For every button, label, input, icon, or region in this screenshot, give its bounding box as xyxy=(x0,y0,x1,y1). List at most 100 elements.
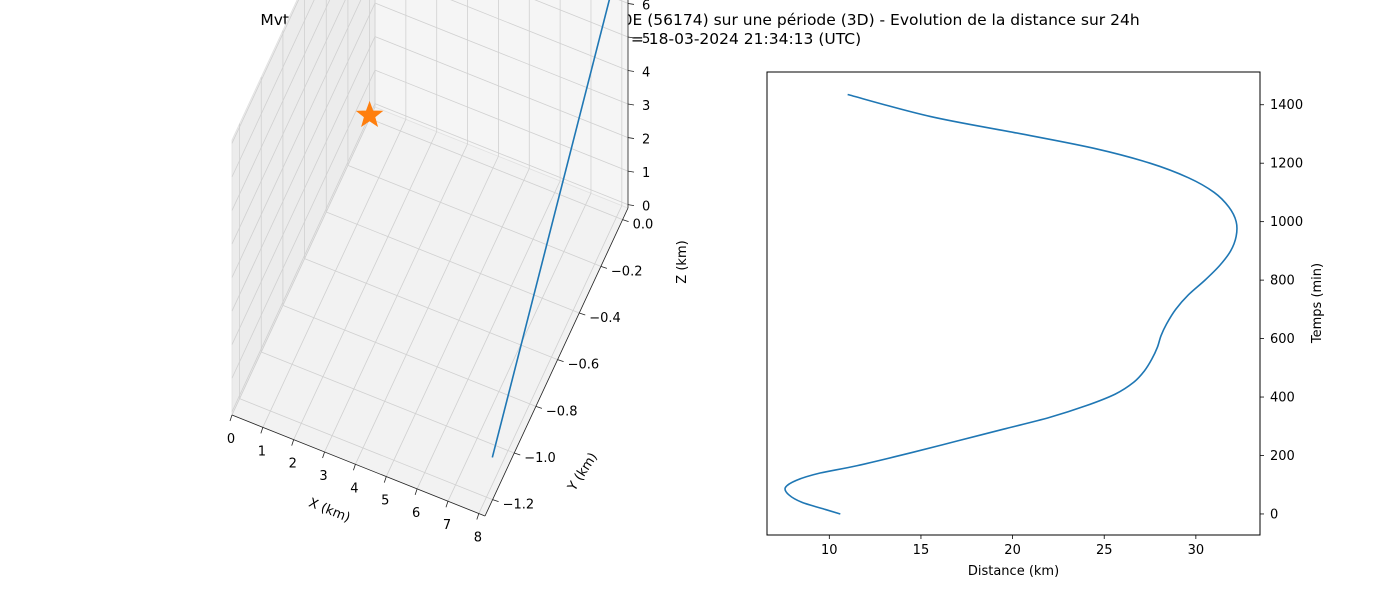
y-tick-label: −0.2 xyxy=(611,264,643,279)
x-tick-label: 5 xyxy=(381,494,389,509)
y-tick-label: 600 xyxy=(1270,332,1295,347)
y-tick-label: 0.0 xyxy=(633,218,654,233)
gridline xyxy=(534,0,629,38)
z-axis-label-3d: Z (km) xyxy=(675,240,690,283)
y-tick-label: 400 xyxy=(1270,391,1295,406)
z-tick-label: 1 xyxy=(642,166,650,181)
y-tick xyxy=(622,219,629,223)
x-tick-label: 25 xyxy=(1096,543,1113,558)
gridline xyxy=(374,36,629,138)
gridline xyxy=(416,180,561,490)
series-group-2d xyxy=(784,93,1238,515)
z-tick-label: 5 xyxy=(642,32,650,47)
y-axis-line xyxy=(484,207,629,517)
gridline xyxy=(374,69,629,172)
gridline xyxy=(231,106,376,416)
x-tick xyxy=(353,464,356,471)
gridline xyxy=(293,131,438,440)
y-tick-label: −1.2 xyxy=(503,498,535,513)
z-tick xyxy=(627,3,635,5)
x-tick-label: 6 xyxy=(412,506,420,521)
y-tick-label: 0 xyxy=(1270,507,1278,522)
z-tick-label: 2 xyxy=(642,133,650,148)
tick-group: 0 1 2 3 4 5 6 7 8 −1.2 −1.0 −0.8 −0.6 −0.4 −0.2 0.0 0 1 2 3… xyxy=(227,0,653,546)
x-tick xyxy=(322,451,325,459)
z-tick-label: 0 xyxy=(642,200,650,215)
y-tick-label: −0.4 xyxy=(589,311,621,326)
x-tick-label: 1 xyxy=(258,444,266,459)
gridline xyxy=(374,2,629,105)
gridline xyxy=(231,0,346,245)
gridline xyxy=(231,2,376,312)
gridline xyxy=(304,258,558,361)
x-tick-label: 3 xyxy=(319,469,327,484)
y-tick xyxy=(600,265,608,269)
x-tick xyxy=(414,488,418,496)
plot-frame xyxy=(766,71,1261,536)
gridline xyxy=(239,398,493,501)
x-tick-label: 2 xyxy=(289,457,297,472)
y-tick xyxy=(492,499,499,503)
y-tick xyxy=(514,452,521,456)
z-tick xyxy=(627,36,635,39)
gridline xyxy=(369,118,623,221)
gridline xyxy=(324,143,468,453)
z-tick xyxy=(627,170,635,173)
gridline xyxy=(231,0,299,144)
x-tick xyxy=(383,476,387,483)
x-tick xyxy=(229,414,233,422)
series-line-3d xyxy=(491,0,611,458)
z-tick xyxy=(627,103,635,106)
chart-2d: 10 15 20 25 30 0 200 400 600 800 1000 1200 1400 Dist… xyxy=(766,71,1325,579)
x-tick-label: 4 xyxy=(350,481,358,496)
series-line-2d xyxy=(784,93,1238,515)
y-tick-label: −0.8 xyxy=(546,404,578,419)
chart-3d: 0 1 2 3 4 5 6 7 8 −1.2 −1.0 −0.8 −0.6 −0.4 −0.2 0.0 0 1 2 3… xyxy=(227,0,690,546)
x-tick xyxy=(260,427,264,434)
x-axis-label-2d: Distance (km) xyxy=(968,564,1059,579)
gridline xyxy=(447,193,592,502)
gridline xyxy=(262,119,407,428)
x-tick xyxy=(445,501,449,508)
gridline xyxy=(355,156,499,465)
gridline xyxy=(231,69,376,379)
y-tick-label: 1400 xyxy=(1270,98,1303,113)
x-tick xyxy=(476,513,480,520)
x-tick-label: 15 xyxy=(913,543,930,558)
z-tick-label: 6 xyxy=(642,0,650,13)
y-axis-label-2d: Temps (min) xyxy=(1310,263,1325,344)
y-tick-label: 800 xyxy=(1270,274,1295,289)
y-tick-label: 1000 xyxy=(1270,215,1303,230)
gridline xyxy=(231,0,362,278)
z-tick-label: 3 xyxy=(642,99,650,114)
y-tick xyxy=(535,405,543,409)
x-tick-label: 10 xyxy=(821,543,838,558)
pane-group xyxy=(231,0,629,517)
x-tick-label: 20 xyxy=(1004,543,1021,558)
gridline-group xyxy=(231,0,629,514)
gridline xyxy=(231,36,376,345)
x-tick-label: 0 xyxy=(227,432,235,447)
gridline xyxy=(231,103,376,412)
y-tick xyxy=(557,359,564,363)
gridline xyxy=(231,0,331,211)
y-tick-label: −1.0 xyxy=(524,451,556,466)
back-pane xyxy=(374,0,629,209)
gridline xyxy=(385,168,530,477)
x-tick-label: 30 xyxy=(1188,543,1205,558)
gridline xyxy=(326,211,580,314)
gridline xyxy=(282,304,537,407)
y-tick-label: 200 xyxy=(1270,449,1295,464)
x-tick xyxy=(291,439,295,446)
y-tick-label: −0.6 xyxy=(568,358,600,373)
y-tick-label: 1200 xyxy=(1270,157,1303,172)
gridline xyxy=(347,164,602,267)
z-tick xyxy=(627,204,635,207)
star-marker xyxy=(355,100,384,128)
z-tick-label: 4 xyxy=(642,66,650,81)
gridline xyxy=(478,205,623,514)
x-axis-line xyxy=(231,414,486,517)
y-axis-label-3d: Y (km) xyxy=(565,450,601,495)
gridline xyxy=(261,351,515,454)
